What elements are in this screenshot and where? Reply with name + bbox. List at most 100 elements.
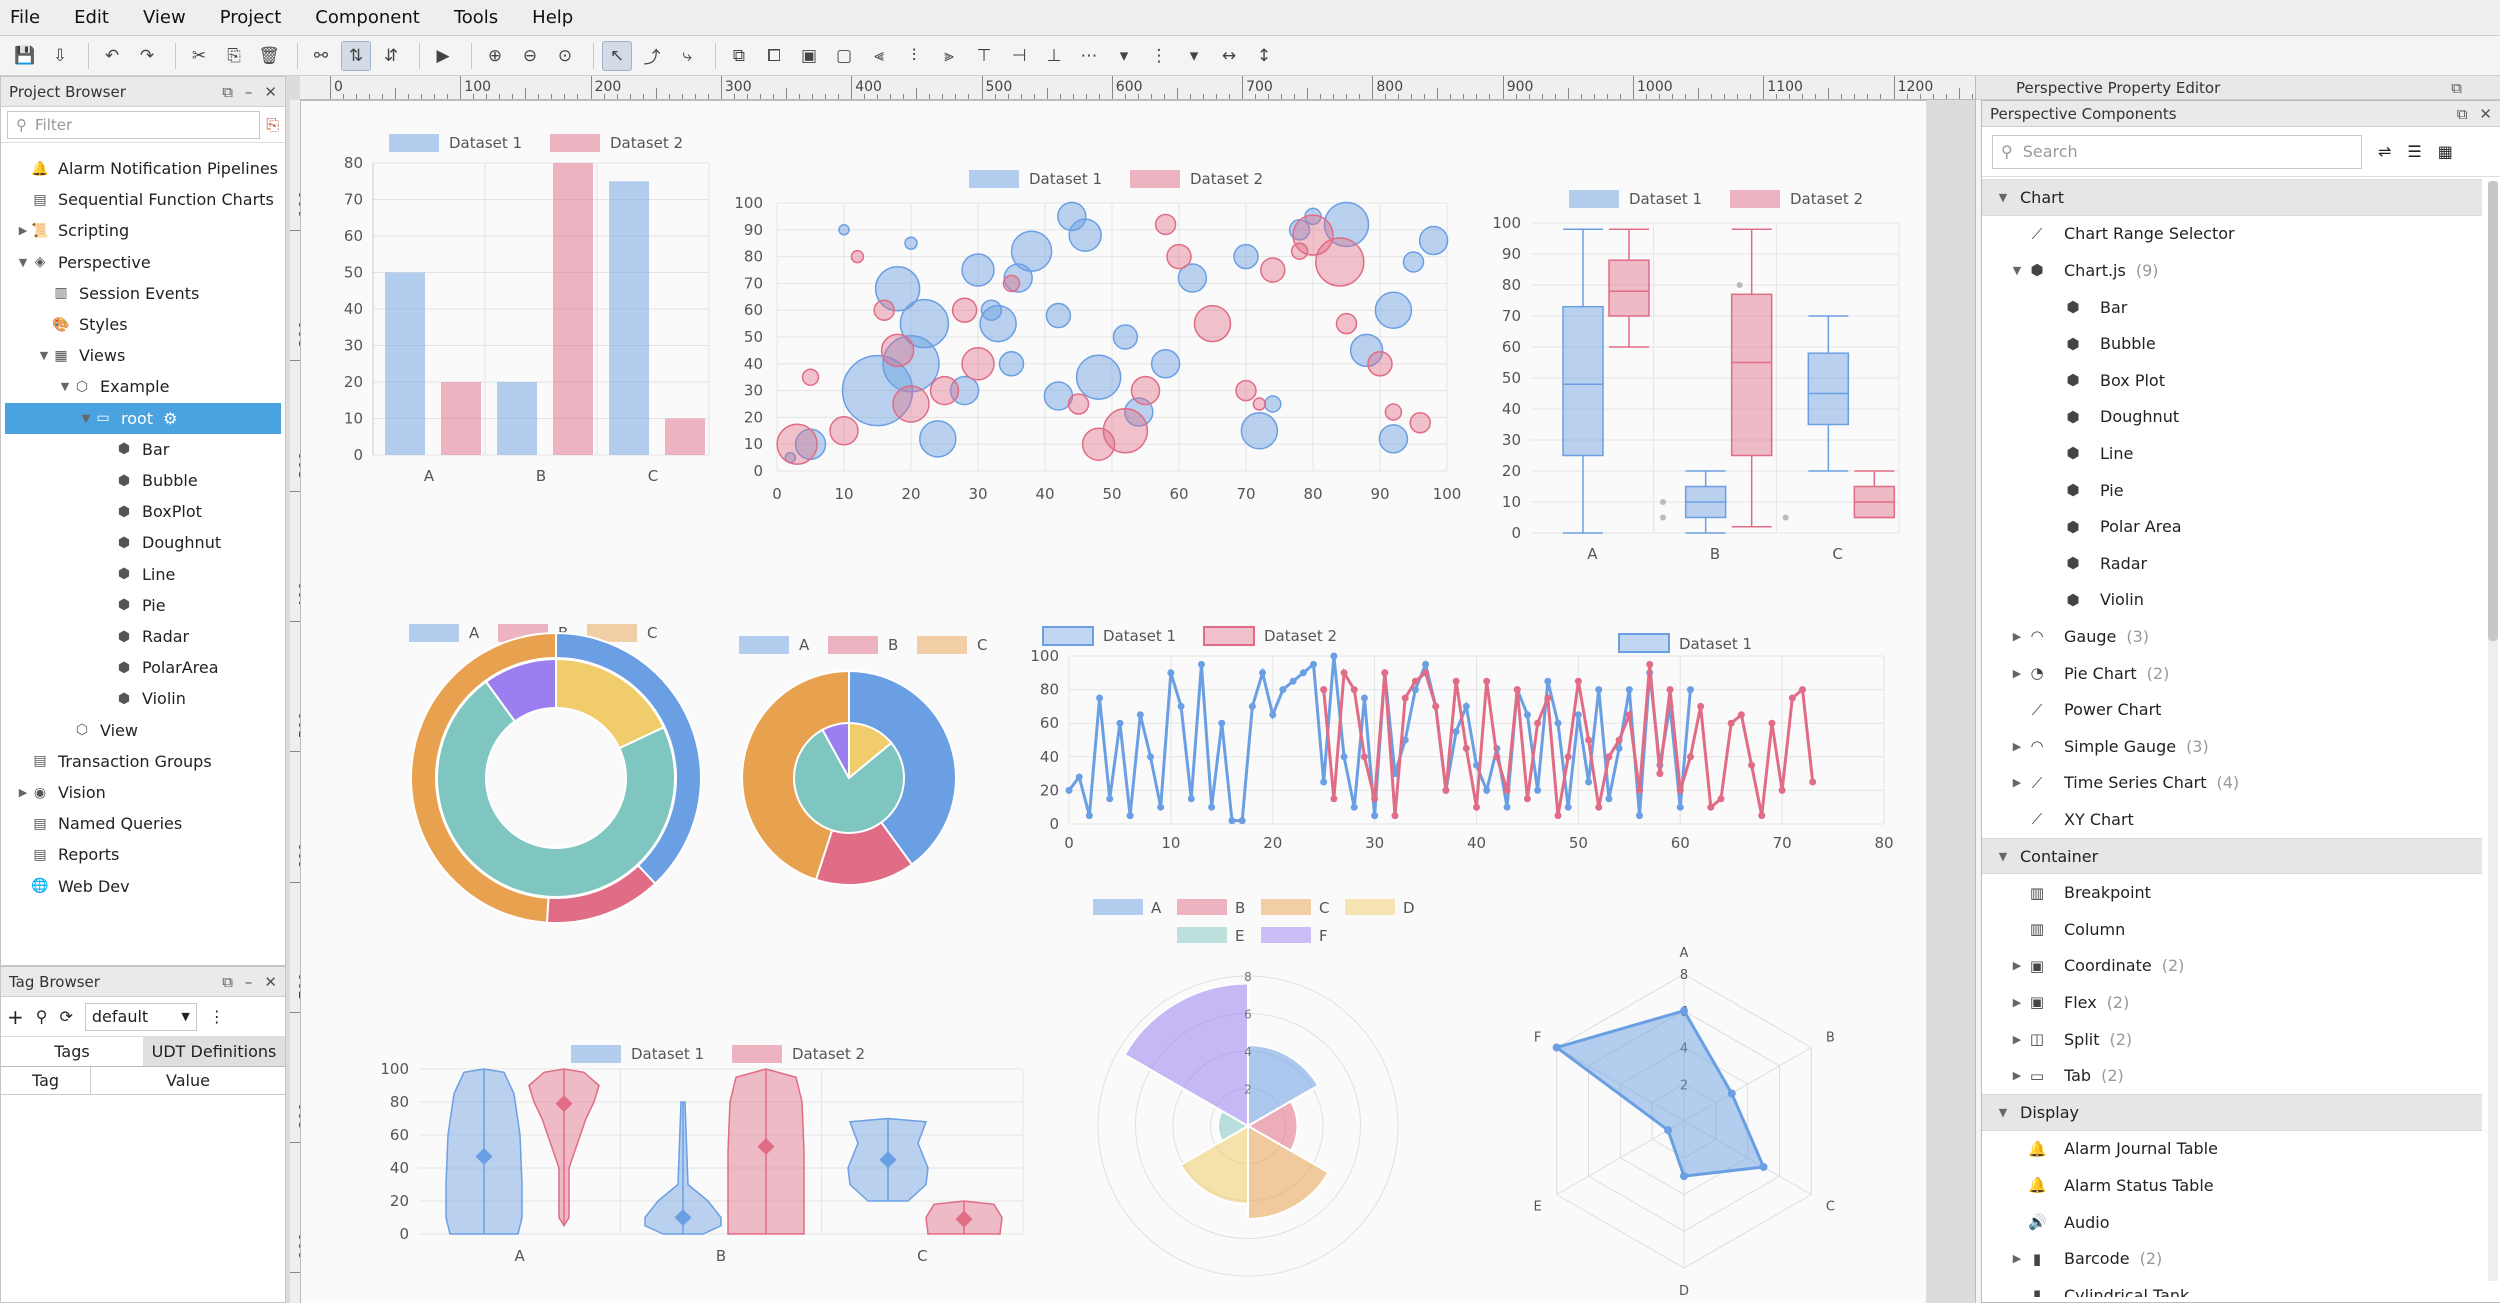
expand-toggle-icon[interactable]: ▼ (60, 380, 70, 394)
close-icon[interactable]: ✕ (264, 82, 277, 101)
component-item-breakpoint[interactable]: ▥ Breakpoint (1982, 874, 2482, 911)
component-item-gauge[interactable]: ▶ ◠ Gauge (3) (1982, 618, 2482, 655)
tree-item-web-dev[interactable]: 🌐 Web Dev (5, 871, 281, 902)
dropdown-icon[interactable]: ▾ (1119, 45, 1129, 66)
column-header-tag[interactable]: Tag (1, 1067, 91, 1094)
float-icon[interactable]: ⧉ (2456, 104, 2468, 123)
expand-toggle-icon[interactable]: ▼ (1998, 1105, 2008, 1119)
tree-item-session-events[interactable]: ▥ Session Events (5, 278, 281, 309)
zoom-fit-icon[interactable]: ⊙ (557, 45, 573, 66)
menu-component[interactable]: Component (315, 7, 420, 28)
component-item-alarm-status-table[interactable]: 🔔 Alarm Status Table (1982, 1167, 2482, 1204)
refresh-icon[interactable]: ⟳ (59, 1007, 73, 1026)
column-header-value[interactable]: Value (166, 1071, 210, 1090)
search-icon[interactable]: ⚲ (35, 1007, 48, 1026)
component-item-xy-chart[interactable]: ⟋ XY Chart (1982, 801, 2482, 838)
tree-item-polararea[interactable]: ⬢ PolarArea (5, 652, 281, 683)
list-view-icon[interactable]: ☰ (2407, 142, 2422, 161)
ungroup-icon[interactable]: ⧠ (767, 45, 781, 66)
tree-item-alarm-notification-pipelines[interactable]: 🔔 Alarm Notification Pipelines (5, 153, 281, 184)
menu-tools[interactable]: Tools (453, 7, 499, 28)
close-icon[interactable]: ✕ (2479, 104, 2492, 123)
expand-toggle-icon[interactable]: ▶ (18, 786, 28, 799)
bind-off-icon[interactable]: ⚯ (313, 45, 329, 66)
component-item-violin[interactable]: ⬢ Violin (1982, 582, 2482, 619)
tree-item-sequential-function-charts[interactable]: ▤ Sequential Function Charts (5, 184, 281, 215)
component-item-simple-gauge[interactable]: ▶ ◠ Simple Gauge (3) (1982, 728, 2482, 765)
zoom-in-icon[interactable]: ⊕ (487, 45, 503, 66)
expand-toggle-icon[interactable]: ▶ (2012, 776, 2022, 790)
redo-icon[interactable]: ↷ (139, 45, 155, 66)
align-middle-icon[interactable]: ⊣ (1011, 45, 1027, 66)
component-item-chart-js[interactable]: ▼ ⬢ Chart.js (9) (1982, 252, 2482, 289)
component-item-column[interactable]: ▥ Column (1982, 911, 2482, 948)
expand-toggle-icon[interactable]: ▶ (2012, 1069, 2022, 1083)
component-category-chart[interactable]: ▼ Chart (1982, 179, 2482, 216)
float-icon[interactable]: ⧉ (2451, 78, 2462, 97)
tree-item-perspective[interactable]: ▼ ◈ Perspective (5, 247, 281, 278)
publish-icon[interactable]: ⇩ (52, 45, 68, 66)
tree-item-named-queries[interactable]: ▤ Named Queries (5, 808, 281, 839)
tree-item-transaction-groups[interactable]: ▤ Transaction Groups (5, 746, 281, 777)
root-settings-icon[interactable]: ⚙ (163, 408, 178, 428)
tree-item-styles[interactable]: 🎨 Styles (5, 309, 281, 340)
component-item-box-plot[interactable]: ⬢ Box Plot (1982, 362, 2482, 399)
expand-toggle-icon[interactable]: ▶ (2012, 995, 2022, 1009)
tree-item-doughnut[interactable]: ⬢ Doughnut (5, 527, 281, 558)
component-item-time-series-chart[interactable]: ▶ ⟋ Time Series Chart (4) (1982, 765, 2482, 802)
tree-item-radar[interactable]: ⬢ Radar (5, 621, 281, 652)
tree-item-violin[interactable]: ⬢ Violin (5, 683, 281, 714)
tree-item-example[interactable]: ▼ ⬡ Example (5, 371, 281, 402)
align-bottom-icon[interactable]: ⊥ (1046, 45, 1062, 66)
cut-icon[interactable]: ✂ (191, 45, 207, 66)
bring-front-icon[interactable]: ▣ (800, 45, 818, 66)
view-canvas[interactable]: Dataset 1 Dataset 2 0 10 20 30 40 50 60 70 80 A B C Da… (300, 100, 1926, 1303)
distribute-h-icon[interactable]: ⋯ (1080, 45, 1098, 66)
components-scrollbar[interactable] (2488, 181, 2498, 1281)
expand-toggle-icon[interactable]: ▼ (18, 255, 28, 269)
float-icon[interactable]: ⧉ (222, 972, 233, 991)
grid-view-icon[interactable]: ▦ (2437, 142, 2453, 161)
tab-tags[interactable]: Tags (54, 1042, 90, 1061)
tag-provider-select[interactable]: default ▼ (84, 1002, 197, 1031)
dropdown-icon[interactable]: ▾ (1189, 45, 1199, 66)
tree-item-boxplot[interactable]: ⬢ BoxPlot (5, 496, 281, 527)
connector-icon[interactable]: ⤴ (643, 48, 661, 68)
tree-item-bar[interactable]: ⬢ Bar (5, 434, 281, 465)
more-icon[interactable]: ⋮ (208, 1007, 225, 1026)
expand-toggle-icon[interactable]: ▶ (18, 224, 28, 238)
component-item-pie-chart[interactable]: ▶ ◔ Pie Chart (2) (1982, 655, 2482, 692)
component-item-barcode[interactable]: ▶ ▮ Barcode (2) (1982, 1240, 2482, 1277)
design-mode-icon[interactable]: ⇅ (341, 40, 371, 71)
minimize-icon[interactable]: – (244, 82, 253, 101)
expand-toggle-icon[interactable]: ▶ (2012, 1252, 2022, 1266)
minimize-icon[interactable]: – (244, 972, 253, 991)
preview-mode-icon[interactable]: ⇵ (383, 45, 399, 66)
expand-toggle-icon[interactable]: ▼ (39, 349, 49, 363)
filter-input[interactable]: ⚲ Filter (7, 110, 261, 139)
delete-icon[interactable]: 🗑 (258, 45, 280, 66)
tree-item-views[interactable]: ▼ ▦ Views (5, 340, 281, 371)
tree-item-vision[interactable]: ▶ ◉ Vision (5, 777, 281, 808)
tree-item-scripting[interactable]: ▶ 📜 Scripting (5, 215, 281, 246)
expand-toggle-icon[interactable]: ▼ (1998, 849, 2008, 863)
copy-icon[interactable]: ⎘ (227, 45, 241, 66)
filter-options-icon[interactable]: ⎘ (266, 114, 279, 134)
component-item-bubble[interactable]: ⬢ Bubble (1982, 325, 2482, 362)
menu-file[interactable]: File (10, 7, 41, 28)
component-category-container[interactable]: ▼ Container (1982, 837, 2482, 875)
component-item-flex[interactable]: ▶ ▣ Flex (2) (1982, 984, 2482, 1021)
component-item-cylindrical-tank[interactable]: ▮ Cylindrical Tank (1982, 1277, 2482, 1297)
component-item-audio[interactable]: 🔊 Audio (1982, 1204, 2482, 1241)
component-item-coordinate[interactable]: ▶ ▣ Coordinate (2) (1982, 948, 2482, 985)
component-item-chart-range-selector[interactable]: ⟋ Chart Range Selector (1982, 216, 2482, 253)
align-right-icon[interactable]: ⫸ (944, 45, 954, 66)
component-item-split[interactable]: ▶ ◫ Split (2) (1982, 1021, 2482, 1058)
menu-edit[interactable]: Edit (74, 7, 109, 28)
send-back-icon[interactable]: ▢ (835, 45, 853, 66)
play-icon[interactable]: ▶ (436, 45, 450, 66)
tree-item-root[interactable]: ▼ ▭ root ⚙ (5, 402, 281, 434)
float-icon[interactable]: ⧉ (222, 82, 233, 101)
close-icon[interactable]: ✕ (264, 972, 277, 991)
tab-udt-definitions[interactable]: UDT Definitions (143, 1037, 285, 1066)
